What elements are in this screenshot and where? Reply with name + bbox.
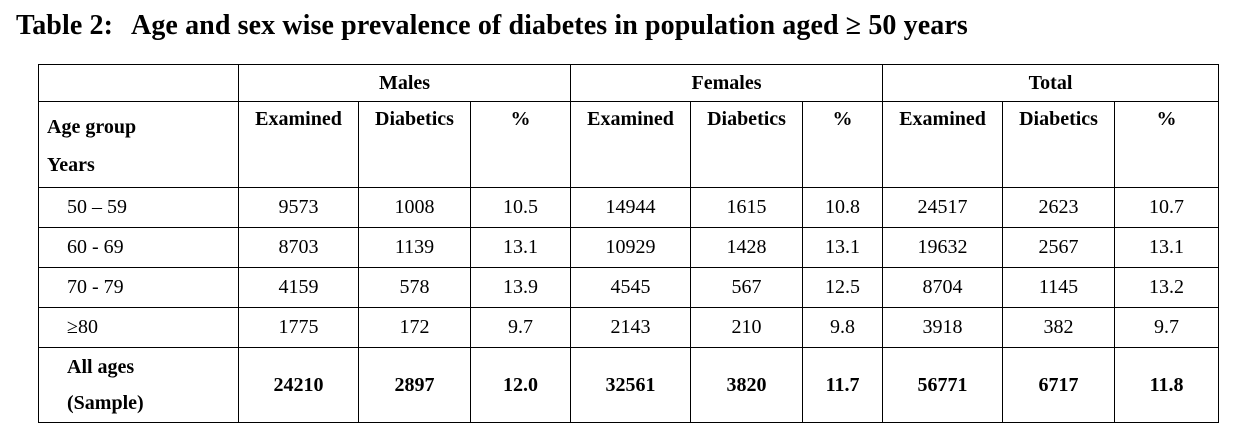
total-cell: 32561 [570, 347, 692, 423]
age-cell: ≥80 [38, 307, 239, 348]
table-cell: 12.5 [802, 267, 884, 308]
col-header-diabetics: Diabetics [690, 101, 804, 188]
sub-header-row: Age group Years Examined Diabetics % Exa… [38, 101, 1220, 188]
total-row: All ages (Sample) 24210 2897 12.0 32561 … [38, 347, 1220, 423]
table-cell: 1139 [358, 227, 471, 268]
corner-cell [38, 64, 239, 102]
group-header-row: Males Females Total [38, 64, 1220, 102]
table-cell: 3918 [882, 307, 1004, 348]
table-cell: 9.7 [469, 307, 572, 348]
total-cell: 6717 [1002, 347, 1116, 423]
col-header-percent: % [802, 101, 884, 188]
col-header-percent: % [1114, 101, 1220, 188]
table-cell: 19632 [882, 227, 1004, 268]
col-header-percent: % [469, 101, 572, 188]
total-age-line1: All ages [67, 356, 135, 378]
table-cell: 1428 [690, 227, 804, 268]
table-cell: 9.7 [1114, 307, 1220, 348]
table-cell: 2623 [1002, 187, 1116, 228]
age-group-header-line2: Years [47, 154, 95, 176]
total-cell: 12.0 [469, 347, 572, 423]
table-cell: 10929 [570, 227, 692, 268]
col-header-diabetics: Diabetics [358, 101, 471, 188]
age-cell: 70 - 79 [38, 267, 239, 308]
group-header-females: Females [570, 64, 884, 102]
table-cell: 14944 [570, 187, 692, 228]
group-header-males: Males [237, 64, 572, 102]
table-cell: 567 [690, 267, 804, 308]
group-header-total: Total [882, 64, 1220, 102]
table-row: 50 – 59 9573 1008 10.5 14944 1615 10.8 2… [38, 187, 1220, 228]
total-cell: 3820 [690, 347, 804, 423]
table-cell: 1615 [690, 187, 804, 228]
table-cell: 9.8 [802, 307, 884, 348]
col-header-diabetics: Diabetics [1002, 101, 1116, 188]
table-row: ≥80 1775 172 9.7 2143 210 9.8 3918 382 9… [38, 307, 1220, 348]
table-cell: 2567 [1002, 227, 1116, 268]
table-cell: 24517 [882, 187, 1004, 228]
table-cell: 8703 [238, 227, 359, 268]
total-cell: 11.7 [802, 347, 884, 423]
table-cell: 9573 [238, 187, 359, 228]
table-cell: 13.9 [469, 267, 572, 308]
table-cell: 13.1 [469, 227, 572, 268]
table-cell: 1775 [238, 307, 359, 348]
table-cell: 10.5 [469, 187, 572, 228]
col-header-examined: Examined [570, 101, 692, 188]
col-header-examined: Examined [882, 101, 1004, 188]
total-age-cell: All ages (Sample) [38, 347, 239, 423]
table-cell: 2143 [570, 307, 692, 348]
col-header-examined: Examined [238, 101, 359, 188]
table-cell: 578 [358, 267, 471, 308]
table-cell: 382 [1002, 307, 1116, 348]
table-cell: 13.1 [1114, 227, 1220, 268]
age-cell: 50 – 59 [38, 187, 239, 228]
table-cell: 13.1 [802, 227, 884, 268]
table-row: 70 - 79 4159 578 13.9 4545 567 12.5 8704… [38, 267, 1220, 308]
table-row: 60 - 69 8703 1139 13.1 10929 1428 13.1 1… [38, 227, 1220, 268]
table-title: Table 2: Age and sex wise prevalence of d… [16, 10, 968, 42]
table-cell: 172 [358, 307, 471, 348]
table-cell: 10.8 [802, 187, 884, 228]
total-age-line2: (Sample) [67, 392, 144, 414]
total-cell: 56771 [882, 347, 1004, 423]
table-cell: 1145 [1002, 267, 1116, 308]
age-cell: 60 - 69 [38, 227, 239, 268]
age-group-header-line1: Age group [47, 116, 137, 138]
table-cell: 8704 [882, 267, 1004, 308]
total-cell: 24210 [238, 347, 359, 423]
total-cell: 2897 [358, 347, 471, 423]
table-cell: 210 [690, 307, 804, 348]
table-cell: 1008 [358, 187, 471, 228]
table-cell: 4159 [238, 267, 359, 308]
table-cell: 4545 [570, 267, 692, 308]
table-cell: 13.2 [1114, 267, 1220, 308]
table-caption: Age and sex wise prevalence of diabetes … [131, 10, 968, 41]
total-cell: 11.8 [1114, 347, 1220, 423]
table-cell: 10.7 [1114, 187, 1220, 228]
age-group-header: Age group Years [38, 101, 239, 188]
table-number: Table 2: [16, 10, 114, 41]
prevalence-table: Males Females Total Age group Years Exam… [38, 64, 1220, 423]
